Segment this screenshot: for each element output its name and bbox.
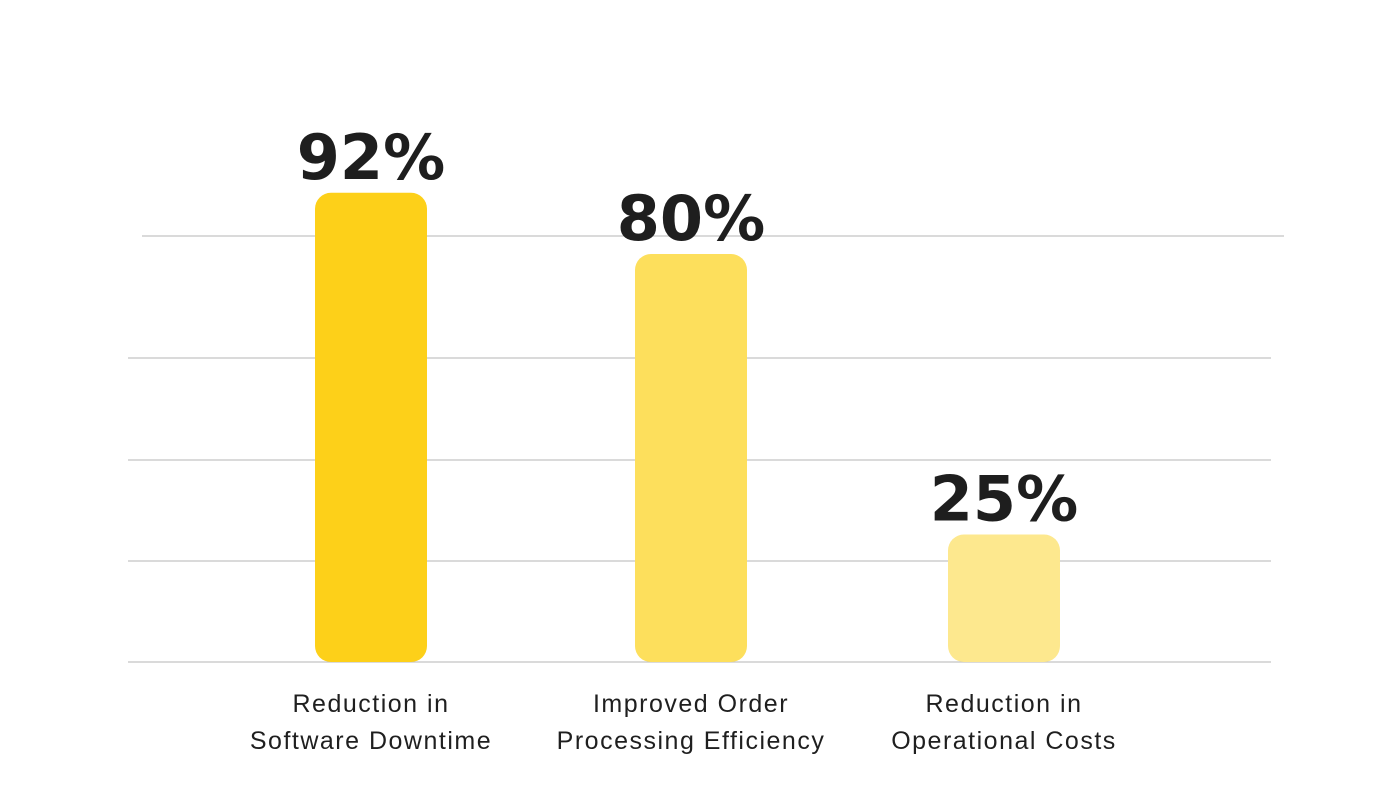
bar-1 (315, 192, 427, 663)
bar-2 (635, 254, 747, 662)
category-label-line: Improved Order (593, 690, 789, 718)
value-labels-group: 92% 80% 25% (297, 121, 1078, 536)
category-label-line: Reduction in (293, 690, 450, 718)
category-label-line: Software Downtime (250, 727, 492, 755)
category-labels-group: Reduction in Software Downtime Improved Or… (250, 690, 1117, 755)
value-label-2: 80% (617, 182, 765, 255)
category-label-line: Processing Efficiency (557, 727, 826, 755)
value-label-3: 25% (930, 463, 1078, 536)
bar-3 (948, 534, 1060, 662)
value-label-1: 92% (297, 121, 445, 194)
category-label-3: Reduction in Operational Costs (891, 690, 1117, 755)
category-label-line: Operational Costs (891, 727, 1117, 755)
bars-group (315, 192, 1060, 663)
category-label-line: Reduction in (926, 690, 1083, 718)
category-label-1: Reduction in Software Downtime (250, 690, 492, 755)
category-label-2: Improved Order Processing Efficiency (557, 690, 826, 755)
